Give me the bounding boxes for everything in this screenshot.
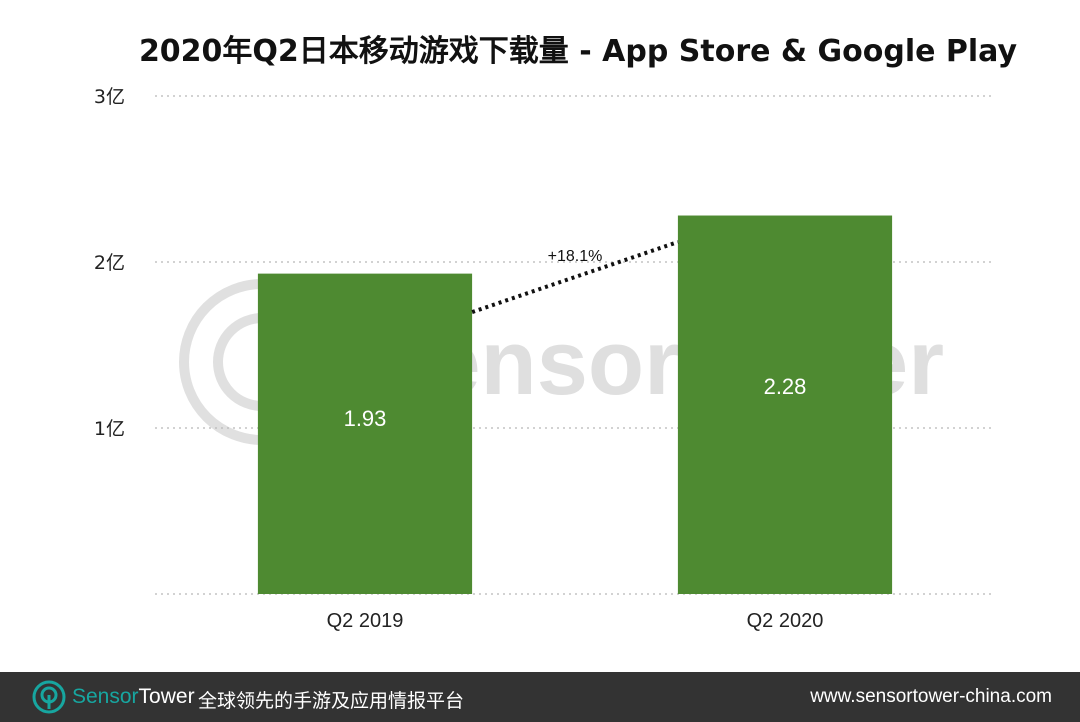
growth-label: +18.1% — [548, 248, 603, 265]
y-tick-label-2: 3亿 — [94, 86, 125, 108]
bars — [257, 215, 893, 594]
bar-value-label-0: 1.93 — [344, 406, 387, 431]
chart: SensorTower 2020年Q2日本移动游戏下载量 - App Store… — [94, 34, 1018, 632]
bar-0 — [257, 273, 473, 594]
footer-brand: SensorTower — [72, 685, 195, 709]
growth-connector-line — [471, 240, 679, 314]
bar-value-label-1: 2.28 — [764, 374, 807, 399]
y-axis-ticks: 1亿 2亿 3亿 — [94, 86, 125, 440]
footer-brand-tower: Tower — [138, 685, 195, 708]
bar-labels: 1.93 2.28 — [344, 374, 807, 431]
growth-annotation: +18.1% — [471, 240, 679, 314]
category-label-0: Q2 2019 — [327, 610, 404, 632]
footer: SensorTower 全球领先的手游及应用情报平台 www.sensortow… — [0, 672, 1080, 722]
footer-brand-sensor: Sensor — [72, 685, 139, 708]
category-labels: Q2 2019 Q2 2020 — [327, 610, 824, 632]
footer-slogan: 全球领先的手游及应用情报平台 — [198, 690, 465, 712]
y-tick-label-0: 1亿 — [94, 418, 125, 440]
bar-1 — [677, 215, 893, 594]
y-tick-label-1: 2亿 — [94, 252, 125, 274]
sensortower-logo-icon — [32, 680, 66, 714]
chart-title: 2020年Q2日本移动游戏下载量 - App Store & Google Pl… — [139, 34, 1018, 69]
footer-url: www.sensortower-china.com — [810, 686, 1052, 707]
category-label-1: Q2 2020 — [747, 610, 824, 632]
